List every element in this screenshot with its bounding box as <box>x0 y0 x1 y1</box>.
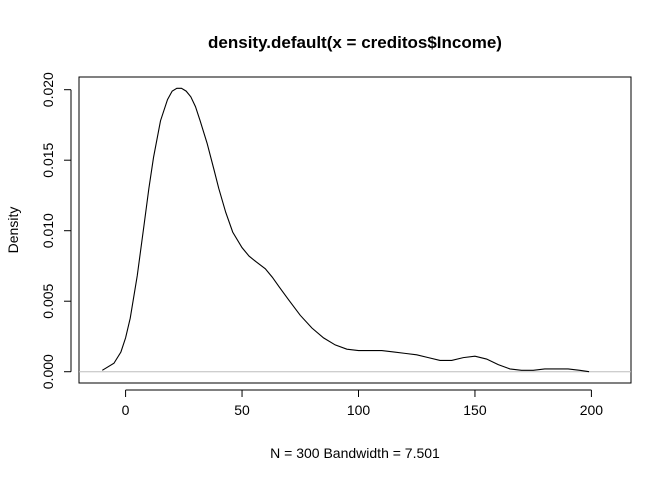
y-tick-label: 0.005 <box>40 283 56 318</box>
y-axis-label: Density <box>5 207 21 254</box>
x-axis-label: N = 300 Bandwidth = 7.501 <box>270 445 440 461</box>
y-tick-label: 0.020 <box>40 72 56 107</box>
y-tick-label: 0.015 <box>40 142 56 177</box>
x-axis: 0 50 100 150 200 <box>122 389 604 418</box>
x-tick-label: 200 <box>580 402 604 418</box>
x-tick-label: 150 <box>463 402 487 418</box>
x-tick-label: 0 <box>122 402 130 418</box>
plot-frame <box>78 76 632 384</box>
y-axis: 0.000 0.005 0.010 0.015 0.020 <box>40 72 72 389</box>
chart-title: density.default(x = creditos$Income) <box>208 33 502 52</box>
y-tick-label: 0.000 <box>40 354 56 389</box>
x-tick-label: 100 <box>347 402 371 418</box>
y-tick-label: 0.010 <box>40 213 56 248</box>
x-tick-label: 50 <box>234 402 250 418</box>
density-curve <box>102 87 590 373</box>
